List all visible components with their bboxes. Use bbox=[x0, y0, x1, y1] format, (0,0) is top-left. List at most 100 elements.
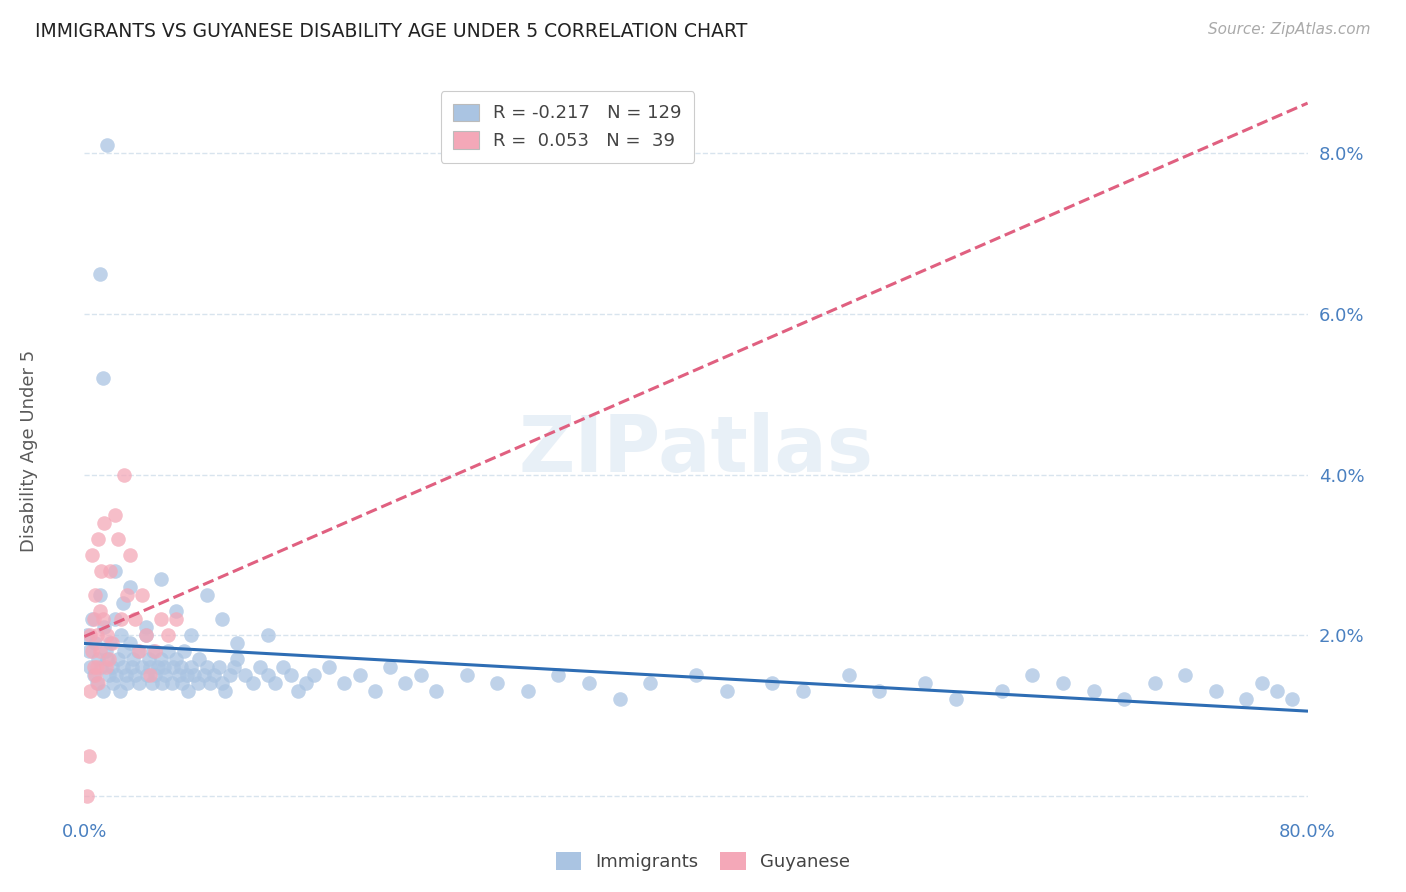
Point bbox=[98, 636, 121, 650]
Point bbox=[173, 644, 195, 658]
Point bbox=[165, 612, 187, 626]
Point bbox=[97, 668, 120, 682]
Point bbox=[80, 644, 103, 658]
Point bbox=[792, 684, 814, 698]
Point bbox=[131, 660, 153, 674]
Point bbox=[80, 548, 103, 562]
Point bbox=[127, 644, 149, 658]
Point bbox=[1174, 668, 1197, 682]
Point bbox=[165, 652, 187, 666]
Point bbox=[172, 676, 194, 690]
Point bbox=[409, 668, 432, 682]
Point bbox=[869, 684, 891, 698]
Point bbox=[578, 676, 600, 690]
Point bbox=[94, 660, 117, 674]
Point bbox=[157, 644, 180, 658]
Point bbox=[101, 660, 124, 674]
Point bbox=[257, 668, 280, 682]
Point bbox=[186, 676, 208, 690]
Point bbox=[318, 660, 340, 674]
Point bbox=[838, 668, 860, 682]
Point bbox=[211, 612, 233, 626]
Point bbox=[135, 628, 157, 642]
Point bbox=[1236, 692, 1258, 706]
Point bbox=[257, 628, 280, 642]
Point bbox=[141, 676, 163, 690]
Point bbox=[1083, 684, 1105, 698]
Point bbox=[136, 668, 159, 682]
Point bbox=[242, 676, 264, 690]
Point bbox=[208, 660, 231, 674]
Point bbox=[111, 660, 134, 674]
Text: ZIPatlas: ZIPatlas bbox=[519, 412, 873, 489]
Point bbox=[96, 628, 118, 642]
Point bbox=[287, 684, 309, 698]
Point bbox=[104, 508, 127, 522]
Point bbox=[146, 660, 169, 674]
Point bbox=[364, 684, 387, 698]
Point bbox=[180, 660, 202, 674]
Point bbox=[1114, 692, 1136, 706]
Point bbox=[86, 628, 108, 642]
Point bbox=[195, 588, 218, 602]
Point bbox=[86, 660, 108, 674]
Point bbox=[150, 676, 173, 690]
Point bbox=[249, 660, 271, 674]
Legend: R = -0.217   N = 129, R =  0.053   N =  39: R = -0.217 N = 129, R = 0.053 N = 39 bbox=[441, 91, 695, 163]
Point bbox=[84, 636, 107, 650]
Point bbox=[115, 588, 138, 602]
Point bbox=[79, 684, 101, 698]
Point bbox=[124, 668, 146, 682]
Point bbox=[149, 652, 172, 666]
Point bbox=[115, 676, 138, 690]
Point bbox=[105, 668, 128, 682]
Point bbox=[89, 604, 111, 618]
Point bbox=[93, 516, 115, 530]
Point bbox=[149, 572, 172, 586]
Point bbox=[1265, 684, 1288, 698]
Point bbox=[131, 588, 153, 602]
Point bbox=[98, 564, 121, 578]
Point bbox=[425, 684, 447, 698]
Point bbox=[202, 668, 225, 682]
Point bbox=[135, 628, 157, 642]
Point bbox=[945, 692, 967, 706]
Point bbox=[638, 676, 661, 690]
Point bbox=[97, 652, 120, 666]
Point bbox=[193, 668, 215, 682]
Point bbox=[226, 652, 249, 666]
Point bbox=[280, 668, 302, 682]
Point bbox=[89, 588, 111, 602]
Point bbox=[86, 676, 108, 690]
Point bbox=[87, 676, 110, 690]
Point bbox=[302, 668, 325, 682]
Point bbox=[761, 676, 783, 690]
Point bbox=[233, 668, 256, 682]
Point bbox=[114, 668, 136, 682]
Point bbox=[160, 676, 183, 690]
Point bbox=[188, 652, 211, 666]
Point bbox=[90, 564, 112, 578]
Point bbox=[89, 644, 111, 658]
Point bbox=[380, 660, 402, 674]
Point bbox=[486, 676, 509, 690]
Point bbox=[91, 612, 114, 626]
Legend: Immigrants, Guyanese: Immigrants, Guyanese bbox=[548, 846, 858, 879]
Point bbox=[128, 644, 150, 658]
Point bbox=[135, 620, 157, 634]
Point bbox=[177, 684, 200, 698]
Point bbox=[170, 660, 193, 674]
Point bbox=[83, 668, 105, 682]
Point bbox=[211, 676, 233, 690]
Point bbox=[96, 652, 118, 666]
Point bbox=[183, 668, 205, 682]
Point bbox=[120, 636, 142, 650]
Point bbox=[84, 668, 107, 682]
Point bbox=[76, 789, 98, 803]
Point bbox=[87, 652, 110, 666]
Point bbox=[94, 644, 117, 658]
Point bbox=[91, 371, 114, 385]
Point bbox=[1250, 676, 1272, 690]
Point bbox=[89, 267, 111, 281]
Point bbox=[107, 652, 129, 666]
